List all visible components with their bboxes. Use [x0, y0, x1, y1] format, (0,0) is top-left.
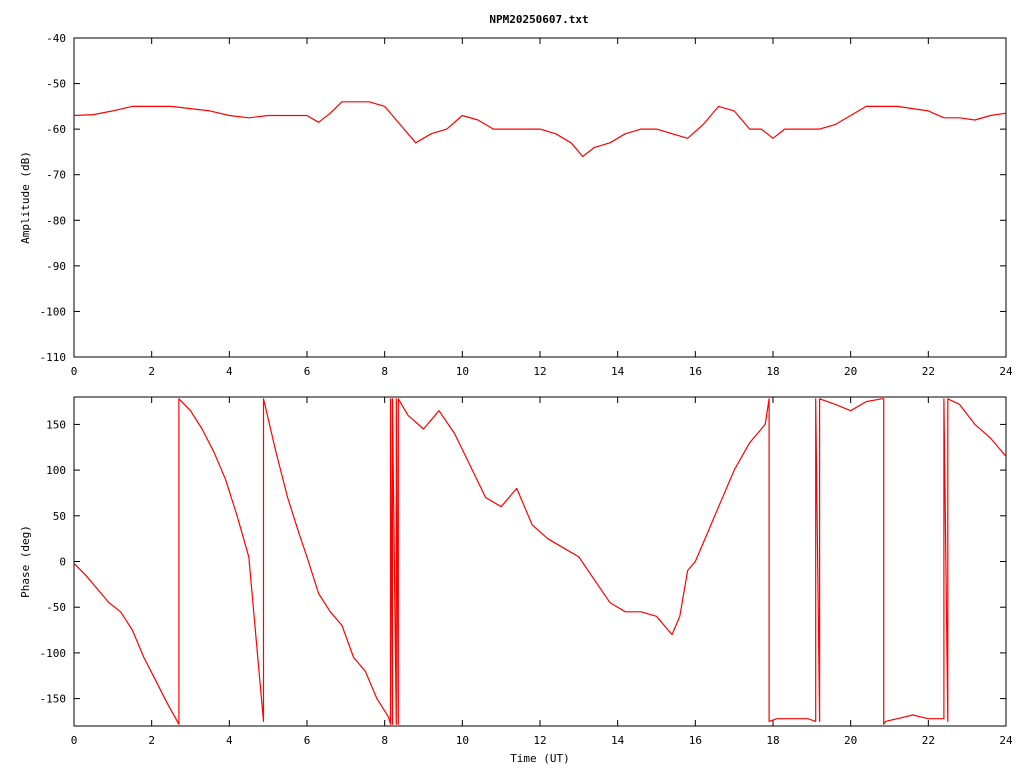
panel-1-y-tick-label: -60 [46, 123, 66, 136]
panel-2-y-tick-label: -50 [46, 601, 66, 614]
panel-1-y-tick-label: -110 [40, 351, 67, 364]
panel-1-x-tick-label: 6 [304, 365, 311, 378]
panel-2-x-tick-label: 22 [922, 734, 935, 747]
panel-2-frame [73, 396, 1007, 727]
panel-2-x-axis-label: Time (UT) [510, 752, 570, 765]
panel-2-x-tick-label: 14 [611, 734, 625, 747]
panel-1-y-tick-label: -90 [46, 260, 66, 273]
panel-2-series-line [73, 398, 1007, 725]
panel-1-x-tick-label: 22 [922, 365, 935, 378]
panel-2-x-tick-label: 10 [456, 734, 469, 747]
chart-title: NPM20250607.txt [489, 13, 588, 26]
panel-1-x-tick-label: 18 [766, 365, 779, 378]
panel-1-x-tick-label: 16 [689, 365, 702, 378]
panel-1-y-tick-label: -50 [46, 78, 66, 91]
panel-1-y-tick-label: -40 [46, 32, 66, 45]
panel-2-y-tick-label: 100 [46, 464, 66, 477]
panel-1-x-tick-label: 2 [148, 365, 155, 378]
panel-1-frame [73, 37, 1007, 358]
panel-1-x-tick-label: 20 [844, 365, 857, 378]
panel-2-y-tick-label: -150 [40, 693, 67, 706]
panel-2-x-tick-label: 6 [304, 734, 311, 747]
panel-2-x-tick-label: 12 [533, 734, 546, 747]
panel-1-x-tick-label: 12 [533, 365, 546, 378]
panel-1-x-tick-label: 24 [999, 365, 1013, 378]
panel-1-y-tick-label: -100 [40, 305, 67, 318]
panel-2-x-tick-label: 20 [844, 734, 857, 747]
panel-2-y-tick-label: 150 [46, 418, 66, 431]
panel-1-y-axis-label: Amplitude (dB) [19, 151, 32, 244]
panel-1-y-tick-label: -70 [46, 169, 66, 182]
panel-2-y-tick-label: -100 [40, 647, 67, 660]
panel-1-x-tick-label: 4 [226, 365, 233, 378]
panel-1-x-tick-label: 14 [611, 365, 625, 378]
panel-2-x-tick-label: 2 [148, 734, 155, 747]
panel-1-y-tick-label: -80 [46, 214, 66, 227]
panel-2-y-axis-label: Phase (deg) [19, 525, 32, 598]
panel-2-y-tick-label: 0 [59, 556, 66, 569]
panel-2-x-tick-label: 24 [999, 734, 1013, 747]
panel-2-y-tick-label: 50 [53, 510, 66, 523]
panel-2-x-tick-label: 8 [381, 734, 388, 747]
panel-2-x-tick-label: 0 [71, 734, 78, 747]
panel-1-x-tick-label: 0 [71, 365, 78, 378]
panel-1-x-tick-label: 8 [381, 365, 388, 378]
panel-1-series-line [73, 101, 1007, 158]
panel-2-x-tick-label: 18 [766, 734, 779, 747]
panel-1-x-tick-label: 10 [456, 365, 469, 378]
panel-2-x-tick-label: 16 [689, 734, 702, 747]
panel-2-x-tick-label: 4 [226, 734, 233, 747]
